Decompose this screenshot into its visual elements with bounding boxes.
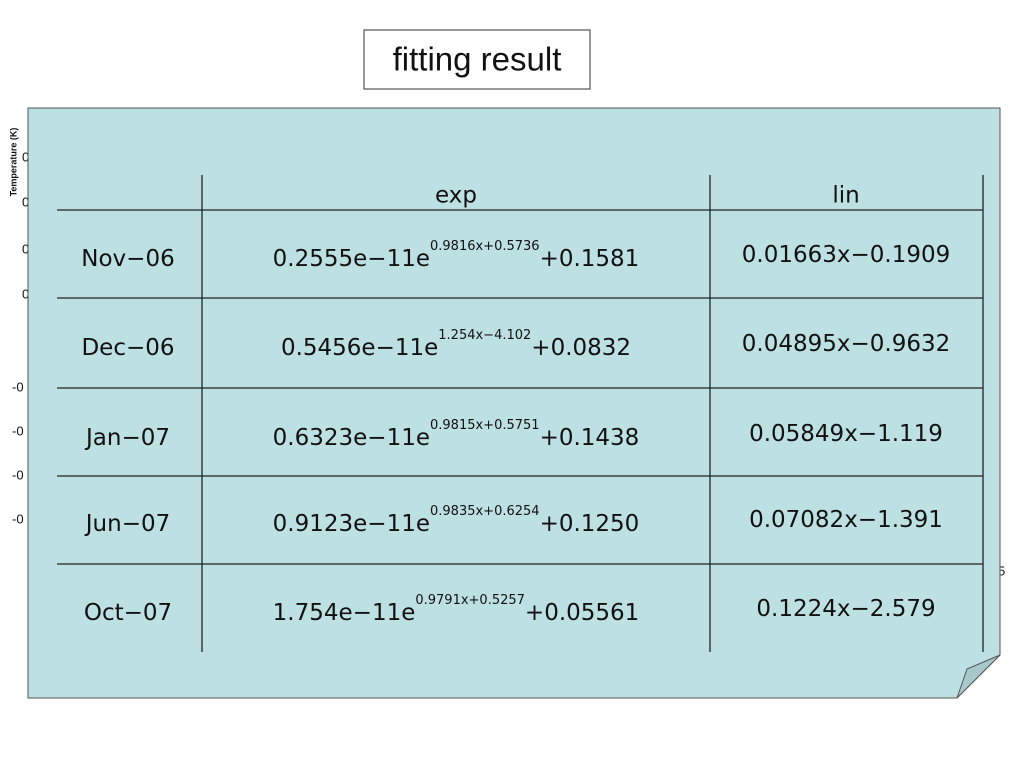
tick-fragment: -0: [12, 379, 24, 394]
exp-base: 0.6323e−11e: [273, 425, 430, 451]
exp-formula: 0.9123e−11e0.9835x+0.6254+0.1250: [273, 504, 640, 537]
exp-formula: 0.5456e−11e1.254x−4.102+0.0832: [281, 328, 631, 361]
exp-exponent: 0.9835x+0.6254: [430, 504, 540, 519]
tick-fragment: 0: [22, 149, 29, 164]
exp-offset: +0.1438: [540, 425, 640, 451]
exp-base: 0.5456e−11e: [281, 335, 438, 361]
exp-formula: 1.754e−11e0.9791x+0.5257+0.05561: [273, 593, 640, 626]
tick-fragment: 5: [998, 563, 1005, 578]
exp-exponent: 0.9791x+0.5257: [415, 593, 525, 608]
exp-offset: +0.05561: [525, 600, 639, 626]
row-label: Dec−06: [81, 335, 174, 361]
note-fold: [956, 654, 1001, 699]
exp-formula: 0.2555e−11e0.9816x+0.5736+0.1581: [273, 239, 640, 272]
tick-fragment: -0: [12, 467, 24, 482]
tick-fragment: -0: [12, 423, 24, 438]
exp-offset: +0.0832: [531, 335, 631, 361]
title: fitting result: [393, 41, 562, 78]
title-box: [363, 29, 591, 90]
exp-formula: 0.6323e−11e0.9815x+0.5751+0.1438: [273, 418, 640, 451]
row-label: Jun−07: [84, 511, 170, 537]
row-label: Jan−07: [84, 425, 170, 451]
axis-label: Temperature (K): [8, 128, 18, 197]
column-header: lin: [832, 183, 859, 209]
exp-base: 0.2555e−11e: [273, 246, 430, 272]
exp-exponent: 1.254x−4.102: [438, 328, 531, 343]
exp-base: 1.754e−11e: [273, 600, 416, 626]
lin-formula: 0.04895x−0.9632: [742, 331, 950, 357]
exp-exponent: 0.9816x+0.5736: [430, 239, 540, 254]
lin-formula: 0.01663x−0.1909: [742, 242, 950, 268]
exp-exponent: 0.9815x+0.5751: [430, 418, 540, 433]
exp-offset: +0.1250: [540, 511, 640, 537]
tick-fragment: 0: [22, 286, 29, 301]
row-label: Nov−06: [81, 246, 174, 272]
row-label: Oct−07: [84, 600, 172, 626]
exp-offset: +0.1581: [540, 246, 640, 272]
tick-fragment: -0: [12, 511, 24, 526]
tick-fragment: 0: [22, 194, 29, 209]
lin-formula: 0.07082x−1.391: [749, 507, 943, 533]
column-header: exp: [435, 183, 477, 209]
lin-formula: 0.1224x−2.579: [756, 596, 935, 622]
exp-base: 0.9123e−11e: [273, 511, 430, 537]
tick-fragment: 0: [22, 241, 29, 256]
lin-formula: 0.05849x−1.119: [749, 421, 943, 447]
